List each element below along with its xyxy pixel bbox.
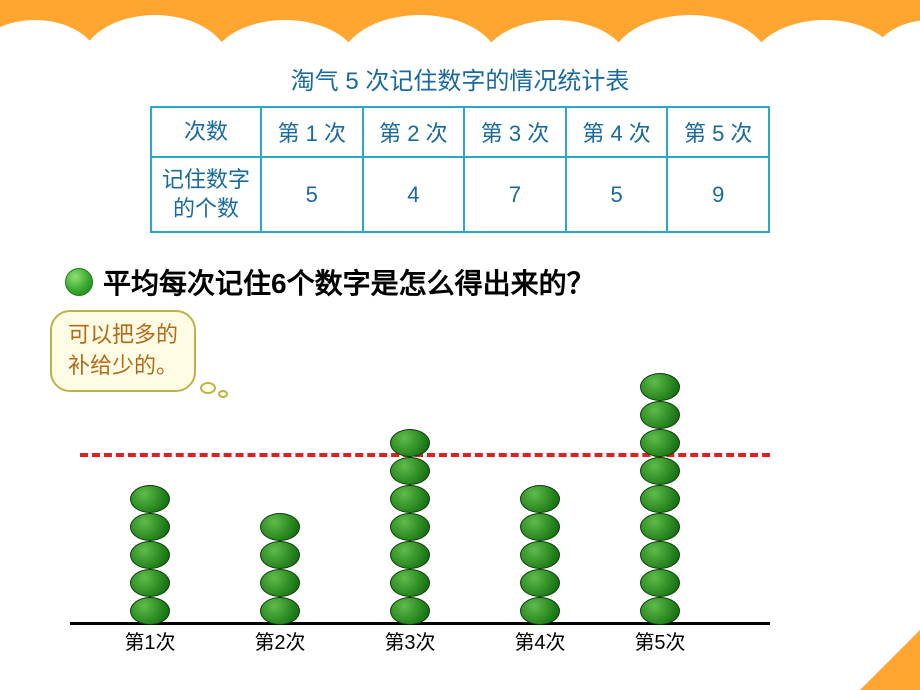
chart-dot [260, 513, 300, 541]
chart-dot [520, 513, 560, 541]
chart-column [510, 485, 570, 625]
table-row: 记住数字 的个数 5 4 7 5 9 [151, 157, 769, 232]
col-header: 第 3 次 [464, 107, 566, 157]
question-row: 平均每次记住6个数字是怎么得出来的？ [65, 262, 595, 302]
chart-dot [390, 541, 430, 569]
chart-dot [520, 597, 560, 625]
category-label: 第4次 [500, 626, 580, 655]
bullet-icon [65, 268, 93, 296]
cell-value: 7 [464, 157, 566, 232]
dot-chart: 第1次 第2次 第3次 第4次 第5次 [70, 345, 770, 655]
chart-dot [640, 513, 680, 541]
chart-dot [390, 429, 430, 457]
chart-dot [260, 569, 300, 597]
chart-dot [130, 513, 170, 541]
category-label: 第2次 [240, 626, 320, 655]
stats-table-region: 淘气 5 次记住数字的情况统计表 次数 第 1 次 第 2 次 第 3 次 第 … [150, 55, 770, 233]
chart-dot [130, 485, 170, 513]
chart-dot [640, 457, 680, 485]
chart-dot [520, 569, 560, 597]
chart-dot [260, 597, 300, 625]
chart-dot [640, 429, 680, 457]
chart-dot [640, 541, 680, 569]
chart-dot [390, 485, 430, 513]
col-header: 第 4 次 [566, 107, 668, 157]
chart-dot [390, 597, 430, 625]
row-header-count-l1: 记住数字 [162, 167, 250, 192]
col-header: 第 5 次 [667, 107, 769, 157]
thought-line1: 可以把多的 [68, 322, 178, 347]
chart-dot [520, 541, 560, 569]
chart-dot [390, 457, 430, 485]
chart-dot [640, 597, 680, 625]
chart-dot [520, 485, 560, 513]
table-row: 次数 第 1 次 第 2 次 第 3 次 第 4 次 第 5 次 [151, 107, 769, 157]
row-header-count: 记住数字 的个数 [151, 157, 261, 232]
table-title: 淘气 5 次记住数字的情况统计表 [150, 55, 770, 106]
chart-dot [130, 569, 170, 597]
chart-column [630, 373, 690, 625]
stats-table: 次数 第 1 次 第 2 次 第 3 次 第 4 次 第 5 次 记住数字 的个… [150, 106, 770, 233]
chart-column [250, 513, 310, 625]
question-text: 平均每次记住6个数字是怎么得出来的？ [103, 262, 595, 302]
chart-dot [640, 401, 680, 429]
row-header-times: 次数 [151, 107, 261, 157]
cell-value: 4 [363, 157, 465, 232]
chart-dot [260, 541, 300, 569]
category-label: 第5次 [620, 626, 700, 655]
col-header: 第 2 次 [363, 107, 465, 157]
chart-dot [130, 541, 170, 569]
category-label: 第1次 [110, 626, 190, 655]
cell-value: 5 [566, 157, 668, 232]
chart-dot [390, 513, 430, 541]
col-header: 第 1 次 [261, 107, 363, 157]
row-header-count-l2: 的个数 [173, 196, 239, 221]
cell-value: 5 [261, 157, 363, 232]
chart-dot [390, 569, 430, 597]
category-label: 第3次 [370, 626, 450, 655]
chart-dot [640, 373, 680, 401]
chart-dot [640, 485, 680, 513]
corner-accent [860, 630, 920, 690]
chart-dot [130, 597, 170, 625]
chart-column [120, 485, 180, 625]
chart-column [380, 429, 440, 625]
chart-dot [640, 569, 680, 597]
cell-value: 9 [667, 157, 769, 232]
